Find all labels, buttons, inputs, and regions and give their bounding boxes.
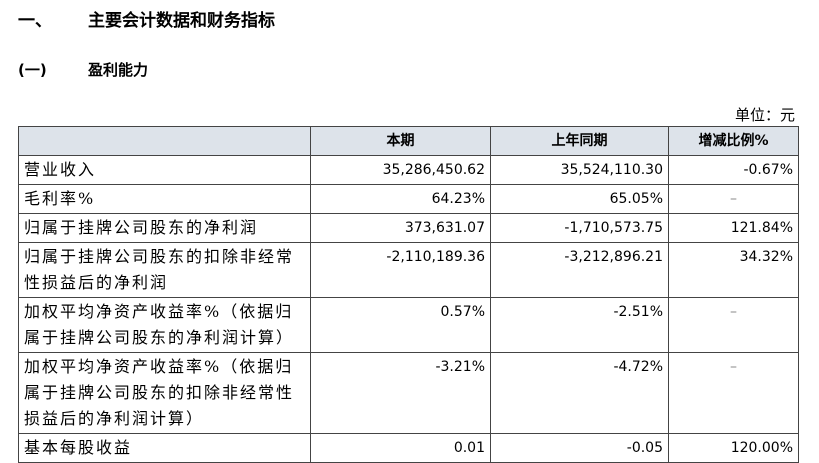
cell-value: -2.51% <box>490 297 669 353</box>
cell-value: -1,710,573.75 <box>490 213 669 243</box>
column-header: 上年同期 <box>490 126 669 156</box>
cell-value: -0.05 <box>490 433 669 463</box>
row-label: 毛利率% <box>18 184 311 214</box>
cell-value: -3.21% <box>310 352 491 434</box>
cell-value: – <box>668 297 799 353</box>
table-body: 营业收入 35,286,450.62 35,524,110.30 -0.67% 毛利率%… <box>18 155 799 463</box>
page: 一、 主要会计数据和财务指标 (一) 盈利能力 单位：元 本期 上年同期 增减比例% 营… <box>18 6 799 463</box>
section-title: 盈利能力 <box>88 61 149 79</box>
cell-value: 373,631.07 <box>310 213 491 243</box>
cell-value: 35,286,450.62 <box>310 155 491 185</box>
section-number: (一) <box>18 61 47 79</box>
cell-value: -3,212,896.21 <box>490 242 669 298</box>
section-heading: (一) 盈利能力 <box>18 59 148 80</box>
column-header: 本期 <box>310 126 491 156</box>
row-label: 加权平均净资产收益率%（依据归属于挂牌公司股东的净利润计算） <box>18 297 311 353</box>
table-row: 归属于挂牌公司股东的扣除非经常性损益后的净利润 -2,110,189.36 -3,2… <box>18 242 799 298</box>
cell-value: – <box>668 184 799 214</box>
row-label: 基本每股收益 <box>18 433 311 463</box>
cell-value: 0.01 <box>310 433 491 463</box>
cell-value: -0.67% <box>668 155 799 185</box>
row-label: 归属于挂牌公司股东的净利润 <box>18 213 311 243</box>
cell-value: -2,110,189.36 <box>310 242 491 298</box>
cell-value: 120.00% <box>668 433 799 463</box>
table-row: 加权平均净资产收益率%（依据归属于挂牌公司股东的净利润计算） 0.57% -2.51… <box>18 297 799 353</box>
column-header <box>18 126 311 156</box>
header-row: 本期 上年同期 增减比例% <box>18 126 799 156</box>
cell-value: 65.05% <box>490 184 669 214</box>
cell-value: 34.32% <box>668 242 799 298</box>
table: 本期 上年同期 增减比例% 营业收入 35,286,450.62 35,524,110.… <box>18 126 799 463</box>
cell-value: 64.23% <box>310 184 491 214</box>
table-row: 毛利率% 64.23% 65.05% – <box>18 184 799 214</box>
heading-number: 一、 <box>18 11 52 31</box>
cell-value: 35,524,110.30 <box>490 155 669 185</box>
unit-label: 单位：元 <box>734 106 795 124</box>
cell-value: 121.84% <box>668 213 799 243</box>
row-label: 营业收入 <box>18 155 311 185</box>
cell-value: -4.72% <box>490 352 669 434</box>
cell-value: – <box>668 352 799 434</box>
cell-value: 0.57% <box>310 297 491 353</box>
table-row: 归属于挂牌公司股东的净利润 373,631.07 -1,710,573.75 121.… <box>18 213 799 243</box>
heading: 一、 主要会计数据和财务指标 <box>18 6 275 31</box>
row-label: 归属于挂牌公司股东的扣除非经常性损益后的净利润 <box>18 242 311 298</box>
column-header: 增减比例% <box>668 126 799 156</box>
table-row: 营业收入 35,286,450.62 35,524,110.30 -0.67% <box>18 155 799 185</box>
table-row: 加权平均净资产收益率%（依据归属于挂牌公司股东的扣除非经常性损益后的净利润计算）… <box>18 352 799 434</box>
heading-title: 主要会计数据和财务指标 <box>88 11 275 31</box>
row-label: 加权平均净资产收益率%（依据归属于挂牌公司股东的扣除非经常性损益后的净利润计算） <box>18 352 311 434</box>
table-row: 基本每股收益 0.01 -0.05 120.00% <box>18 433 799 463</box>
